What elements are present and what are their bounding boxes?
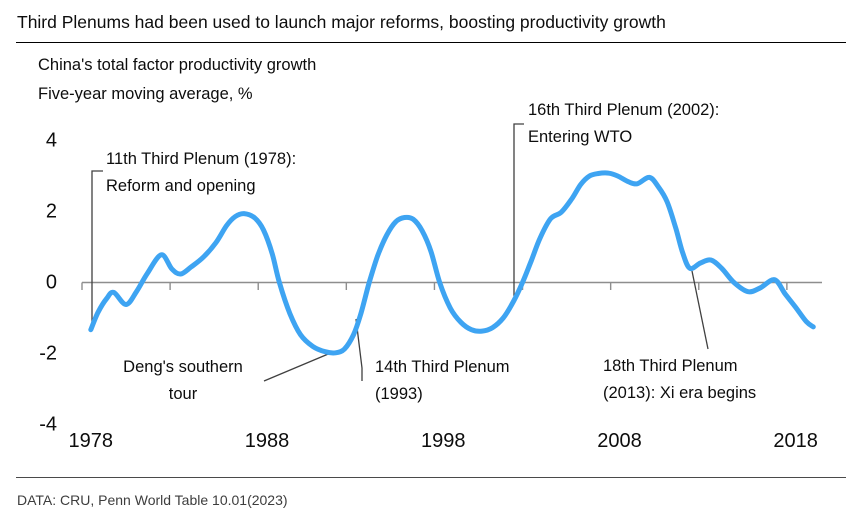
chart-title: Third Plenums had been used to launch ma… [17, 12, 666, 32]
x-axis-label-2008: 2008 [597, 430, 642, 452]
deng-southern-tour-annotation: Deng's southern tour [73, 354, 293, 408]
plenum-14-connector-line [355, 318, 363, 381]
x-axis-label-1998: 1998 [420, 430, 466, 452]
plenum-11-annotation-line: 11th Third Plenum (1978): [106, 150, 297, 168]
x-axis-label-2018: 2018 [773, 430, 818, 452]
plenum-18-annotation-line: 18th Third Plenum [603, 357, 738, 375]
deng-southern-tour-connector-line [263, 351, 334, 382]
plenum-11-annotation: 11th Third Plenum (1978): Reform and open… [106, 146, 296, 200]
x-axis-label-1988: 1988 [244, 430, 290, 452]
plenum-16-annotation-line: 16th Third Plenum (2002): [528, 101, 720, 119]
y-axis-label-0: 0 [45, 271, 57, 293]
y-axis-label-4: 4 [45, 129, 57, 151]
plenum-18-connector-line [691, 270, 709, 350]
y-axis-label--2: -2 [39, 342, 57, 364]
chart-subtitle-units: Five-year moving average, % [38, 85, 253, 103]
x-axis-label-1978: 1978 [68, 430, 114, 452]
y-axis-label-2: 2 [45, 200, 57, 222]
plenum-14-annotation: 14th Third Plenum (1993) [375, 354, 510, 408]
plenum-16-annotation: 16th Third Plenum (2002): Entering WTO [528, 97, 719, 151]
chart-subtitle: China's total factor productivity growth [38, 56, 317, 74]
tfp-growth-line [88, 170, 816, 356]
data-source-note: DATA: CRU, Penn World Table 10.01(2023) [17, 492, 288, 508]
plenum-18-annotation: 18th Third Plenum (2013): Xi era begins [603, 353, 756, 407]
plenum-16-annotation-line: Entering WTO [528, 128, 633, 146]
y-axis-label--4: -4 [39, 413, 57, 435]
plenum-14-annotation-line: (1993) [375, 385, 423, 403]
title-divider-rule [16, 42, 846, 43]
plenum-11-annotation-line: Reform and opening [106, 177, 256, 195]
deng-southern-tour-annotation-line: tour [168, 385, 198, 403]
plenum-16-connector-line [513, 123, 524, 296]
plenum-14-annotation-line: 14th Third Plenum [375, 358, 510, 376]
plenum-11-connector-line [91, 170, 103, 324]
plenum-18-annotation-line: (2013): Xi era begins [603, 384, 757, 402]
deng-southern-tour-annotation-line: Deng's southern [123, 358, 243, 376]
footer-divider-rule [16, 477, 846, 478]
